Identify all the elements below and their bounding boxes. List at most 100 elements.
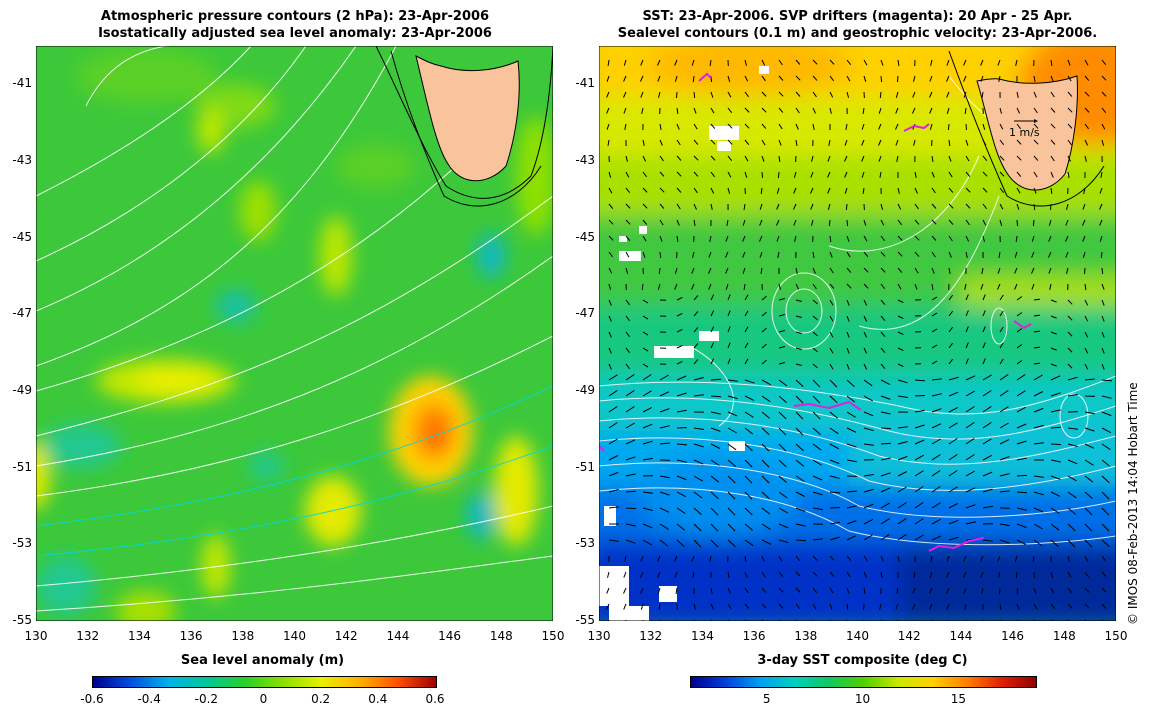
velocity-arrow: [1050, 363, 1057, 367]
velocity-arrow: [676, 475, 687, 481]
velocity-arrow: [896, 155, 899, 163]
colorbar-tick-label: 15: [950, 692, 966, 706]
velocity-arrow: [846, 331, 850, 338]
velocity-arrow: [642, 440, 653, 445]
velocity-arrow: [1067, 347, 1073, 353]
velocity-arrow: [1033, 442, 1044, 445]
velocity-arrow: [693, 603, 696, 610]
velocity-arrow: [861, 139, 865, 146]
velocity-arrow: [1016, 219, 1018, 227]
velocity-arrow: [880, 427, 892, 430]
velocity-arrow: [914, 518, 924, 525]
velocity-arrow: [640, 587, 644, 594]
velocity-arrow: [744, 603, 750, 609]
velocity-arrow: [929, 75, 933, 82]
velocity-arrow: [642, 523, 653, 529]
velocity-arrow: [642, 406, 653, 413]
velocity-arrow: [744, 555, 747, 562]
velocity-arrow: [914, 171, 917, 178]
velocity-arrow: [710, 587, 713, 595]
velocity-arrow: [1015, 59, 1018, 67]
velocity-arrow: [846, 235, 850, 242]
velocity-arrow: [846, 283, 852, 289]
velocity-arrow: [931, 171, 935, 178]
velocity-arrow: [1101, 555, 1106, 562]
velocity-arrow: [692, 571, 695, 578]
velocity-arrow: [676, 296, 683, 301]
left-colorbar: [92, 676, 437, 688]
velocity-arrow: [744, 75, 749, 82]
velocity-arrow: [642, 331, 649, 336]
velocity-arrow: [794, 235, 797, 242]
velocity-arrow: [1033, 298, 1040, 301]
velocity-arrow: [965, 187, 971, 193]
velocity-arrow: [965, 123, 967, 131]
velocity-arrow: [965, 219, 970, 226]
velocity-arrow: [625, 235, 631, 242]
velocity-arrow: [931, 360, 938, 365]
velocity-arrow: [659, 374, 669, 381]
y-tick-label: -49: [12, 383, 32, 397]
velocity-arrow: [674, 283, 678, 290]
velocity-arrow: [795, 267, 798, 275]
velocity-arrow: [761, 91, 767, 97]
velocity-arrow: [982, 471, 993, 477]
velocity-arrow: [744, 587, 749, 594]
velocity-arrow: [1033, 123, 1039, 129]
velocity-arrow: [931, 502, 941, 509]
velocity-arrow: [965, 390, 975, 397]
y-tick-label: -41: [575, 76, 595, 91]
velocity-arrow: [897, 379, 908, 384]
velocity-arrow: [744, 411, 754, 418]
velocity-arrow: [692, 251, 695, 258]
velocity-arrow: [845, 203, 848, 211]
velocity-arrow: [761, 411, 771, 419]
velocity-arrow: [980, 75, 984, 82]
velocity-arrow: [727, 326, 731, 333]
velocity-arrow: [710, 91, 714, 98]
velocity-arrow: [965, 375, 976, 381]
velocity-arrow: [710, 203, 713, 210]
velocity-arrow: [897, 363, 904, 368]
velocity-arrow: [1101, 107, 1107, 114]
velocity-arrow: [744, 571, 748, 578]
velocity-arrow: [676, 123, 680, 130]
velocity-arrow: [846, 427, 857, 433]
x-tick-label: 132: [639, 629, 663, 643]
velocity-arrow: [863, 315, 868, 322]
velocity-arrow: [846, 555, 852, 561]
velocity-arrow: [897, 455, 908, 461]
velocity-arrow: [727, 523, 736, 532]
x-tick-label: 134: [127, 629, 151, 643]
velocity-arrow: [744, 395, 755, 401]
velocity-arrow: [761, 171, 764, 179]
velocity-arrow: [829, 75, 835, 82]
velocity-arrow: [895, 91, 899, 98]
velocity-arrow: [982, 342, 986, 349]
vector-scale: 1 m/s: [1009, 119, 1040, 139]
velocity-arrow: [931, 187, 936, 194]
velocity-arrow: [1016, 457, 1027, 461]
velocity-arrow: [744, 107, 750, 113]
velocity-arrow: [1015, 235, 1018, 242]
velocity-arrow: [880, 379, 891, 385]
velocity-arrow: [846, 267, 852, 273]
velocity-arrow: [1033, 346, 1040, 349]
velocity-arrow: [1067, 155, 1071, 162]
velocity-arrow: [1067, 299, 1073, 305]
velocity-arrow: [999, 203, 1004, 210]
velocity-arrow: [778, 603, 784, 609]
velocity-arrow: [692, 75, 695, 83]
velocity-arrow: [1033, 391, 1044, 397]
velocity-arrow: [710, 326, 715, 333]
velocity-arrow: [1101, 123, 1106, 130]
velocity-arrow: [1101, 395, 1112, 399]
x-tick-label: 142: [334, 629, 358, 643]
velocity-arrow: [1014, 555, 1018, 562]
velocity-arrow: [625, 373, 635, 381]
velocity-arrow: [642, 315, 649, 320]
velocity-arrow: [947, 123, 950, 131]
velocity-arrow: [761, 539, 772, 545]
velocity-arrow: [1067, 539, 1076, 548]
velocity-arrow: [727, 443, 737, 451]
